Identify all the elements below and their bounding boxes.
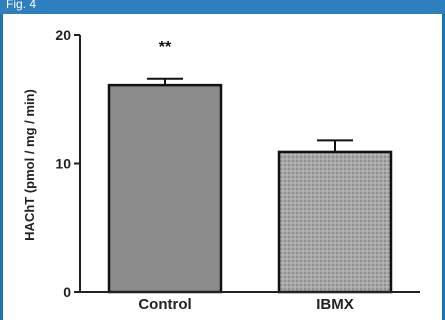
y-tick-label: 20: [55, 27, 71, 43]
x-tick-label: IBMX: [316, 296, 354, 313]
y-axis-label: HAChT (pmol / mg / min): [22, 89, 37, 241]
x-axis: Control IBMX: [80, 291, 420, 313]
bar-ibmx: [277, 150, 393, 294]
y-axis: 0 10 20: [55, 27, 81, 300]
y-tick-label: 10: [55, 156, 71, 172]
significance-marker: **: [159, 39, 172, 56]
bars: **: [107, 39, 393, 294]
x-tick-label: Control: [138, 296, 191, 313]
y-tick-label: 0: [63, 284, 71, 300]
bar-control: [107, 83, 223, 294]
figure-header-title: Fig. 4: [6, 0, 37, 11]
figure-header-bar: Fig. 4: [0, 0, 445, 14]
